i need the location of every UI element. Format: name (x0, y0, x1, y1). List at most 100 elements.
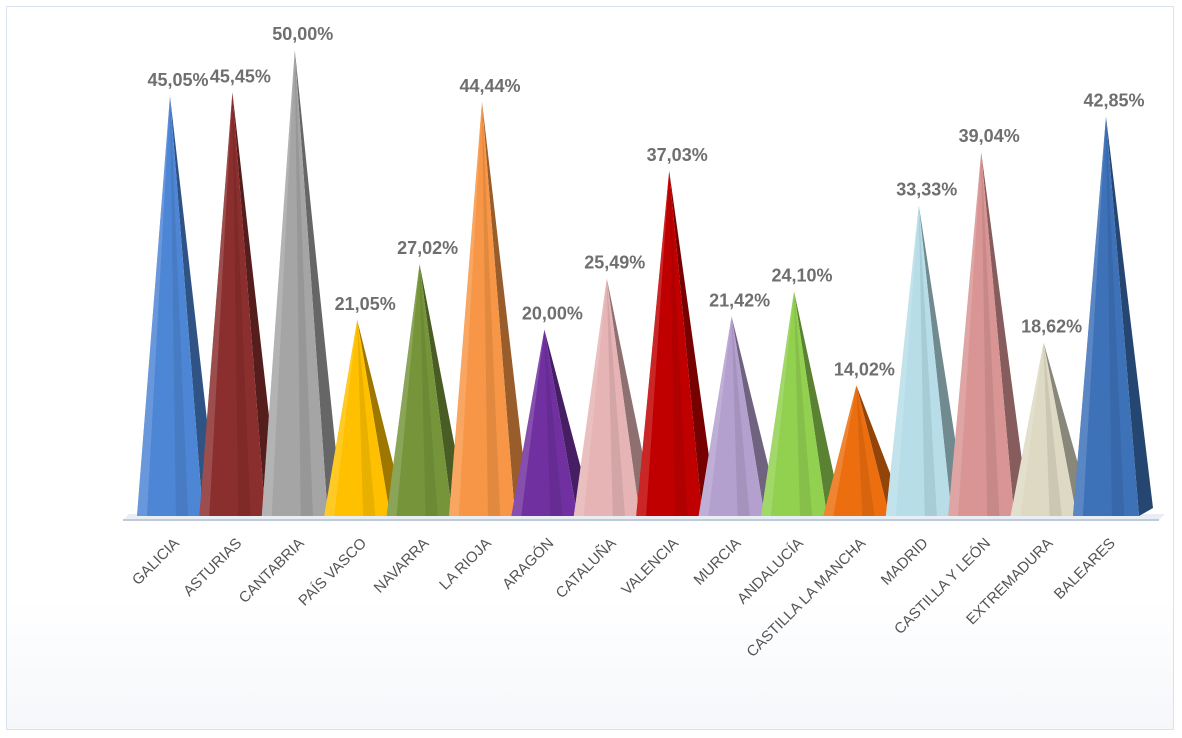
value-label-la-rioja: 44,44% (459, 76, 520, 96)
pyramid-ridge-murcia (731, 316, 750, 516)
pyramid-highlight-aragon (511, 329, 545, 516)
pyramid-ridge-cantabria (294, 50, 313, 516)
pyramid-side-murcia (731, 316, 779, 516)
pyramid-highlight-asturias (199, 92, 233, 516)
pyramid-side-valencia (669, 170, 717, 516)
pyramid-ridge-navarra (419, 264, 438, 516)
pyramid-ridge-castilla-la-mancha (856, 385, 875, 516)
pyramid-front-baleares (1073, 116, 1139, 516)
pyramid-ridge-pais-vasco (357, 319, 376, 516)
tick-label-baleares: BALEARES (1051, 535, 1119, 603)
pyramid-highlight-extremadura (1010, 342, 1044, 516)
tick-label-asturias: ASTURIAS (180, 535, 245, 600)
pyramid-highlight-castilla-y-leon (948, 152, 982, 516)
tick-label-aragon: ARAGÓN (499, 535, 557, 593)
value-label-madrid: 33,33% (896, 179, 957, 199)
pyramid-front-galicia (137, 96, 203, 516)
data-labels: 45,05% 45,45% 50,00% 21,05% 27,02% 44,44% 20,0… (147, 24, 1144, 379)
pyramid-bar-valencia (636, 170, 717, 516)
pyramid-ridge-valencia (669, 170, 688, 516)
pyramid-ridge-madrid (918, 205, 937, 517)
pyramid-highlight-castilla-la-mancha (823, 385, 857, 516)
pyramid-bar-andalucia (761, 291, 841, 516)
pyramid-side-galicia (170, 96, 217, 516)
value-label-valencia: 37,03% (647, 145, 708, 165)
pyramid-side-pais-vasco (357, 319, 405, 516)
pyramid-highlight-valencia (636, 170, 670, 516)
pyramid-side-madrid (918, 205, 966, 517)
pyramid-bar-asturias (199, 92, 280, 516)
pyramid-side-asturias (232, 92, 280, 516)
pyramid-ridge-asturias (232, 92, 251, 516)
value-label-asturias: 45,45% (210, 66, 271, 86)
pyramid-front-cataluna (573, 278, 640, 516)
pyramid-side-baleares (1106, 116, 1153, 516)
pyramid-bar-murcia (698, 316, 779, 516)
pyramid-bar-aragon (511, 329, 592, 516)
pyramid-highlight-baleares (1073, 116, 1106, 516)
pyramid-highlight-galicia (137, 96, 170, 516)
value-label-murcia: 21,42% (709, 290, 770, 310)
value-label-castilla-y-leon: 39,04% (959, 126, 1020, 146)
pyramid-ridge-andalucia (794, 291, 813, 516)
pyramid-bars (137, 50, 1153, 517)
pyramid-front-andalucia (761, 291, 827, 516)
tick-label-murcia: MURCIA (691, 535, 745, 589)
tick-label-galicia: GALICIA (129, 535, 183, 589)
tick-label-madrid: MADRID (878, 535, 932, 589)
pyramid-highlight-murcia (698, 316, 732, 516)
pyramid-side-la-rioja (482, 101, 529, 516)
pyramid-bar-cantabria (261, 50, 342, 516)
pyramid-ridge-la-rioja (482, 101, 501, 516)
value-label-extremadura: 18,62% (1021, 316, 1082, 336)
pyramid-front-pais-vasco (324, 319, 391, 516)
pyramid-highlight-andalucia (761, 291, 794, 516)
pyramid-bar-la-rioja (449, 101, 529, 516)
tick-label-la-rioja: LA RIOJA (436, 535, 495, 594)
pyramid-highlight-madrid (885, 205, 919, 517)
pyramid-ridge-baleares (1106, 116, 1125, 516)
value-label-pais-vasco: 21,05% (335, 294, 396, 314)
pyramid-highlight-navarra (386, 264, 420, 516)
pyramid-bar-baleares (1073, 116, 1153, 516)
pyramid-front-madrid (885, 205, 952, 517)
pyramid-front-cantabria (261, 50, 328, 516)
pyramid-highlight-cantabria (261, 50, 295, 516)
value-label-cataluna: 25,49% (584, 252, 645, 272)
pyramid-front-navarra (386, 264, 453, 516)
value-label-andalucia: 24,10% (771, 265, 832, 285)
pyramid-ridge-cataluna (606, 278, 625, 516)
tick-label-navarra: NAVARRA (371, 535, 433, 597)
pyramid-side-castilla-y-leon (981, 152, 1029, 516)
pyramid-bar-castilla-y-leon (948, 152, 1029, 516)
value-label-cantabria: 50,00% (272, 24, 333, 44)
pyramid-highlight-la-rioja (449, 101, 482, 516)
pyramid-front-asturias (199, 92, 266, 516)
pyramid-ridge-aragon (544, 329, 563, 516)
pyramid-bar-pais-vasco (324, 319, 405, 516)
pyramid-front-castilla-la-mancha (823, 385, 890, 516)
value-label-aragon: 20,00% (522, 304, 583, 324)
pyramid-ridge-extremadura (1043, 342, 1062, 516)
pyramid-side-cantabria (294, 50, 342, 516)
tick-label-cataluna: CATALUÑA (553, 535, 620, 602)
pyramid-highlight-pais-vasco (324, 319, 358, 516)
value-label-baleares: 42,85% (1083, 91, 1144, 111)
pyramid-ridge-castilla-y-leon (981, 152, 1000, 516)
pyramid-ridge-galicia (170, 96, 189, 516)
pyramid-highlight-cataluna (573, 278, 607, 516)
value-label-galicia: 45,05% (147, 70, 208, 90)
tick-label-valencia: VALENCIA (618, 535, 682, 599)
pyramid-side-andalucia (794, 291, 841, 516)
pyramid-front-aragon (511, 329, 578, 516)
value-label-navarra: 27,02% (397, 238, 458, 258)
value-label-castilla-la-mancha: 14,02% (834, 359, 895, 379)
pyramid-front-la-rioja (449, 101, 515, 516)
pyramid-front-castilla-y-leon (948, 152, 1015, 516)
pyramid-front-extremadura (1010, 342, 1077, 516)
tick-label-castilla-la-mancha: CASTILLA LA MANCHA (743, 535, 869, 661)
pyramid-front-valencia (636, 170, 703, 516)
pyramid-bar-galicia (137, 96, 217, 516)
